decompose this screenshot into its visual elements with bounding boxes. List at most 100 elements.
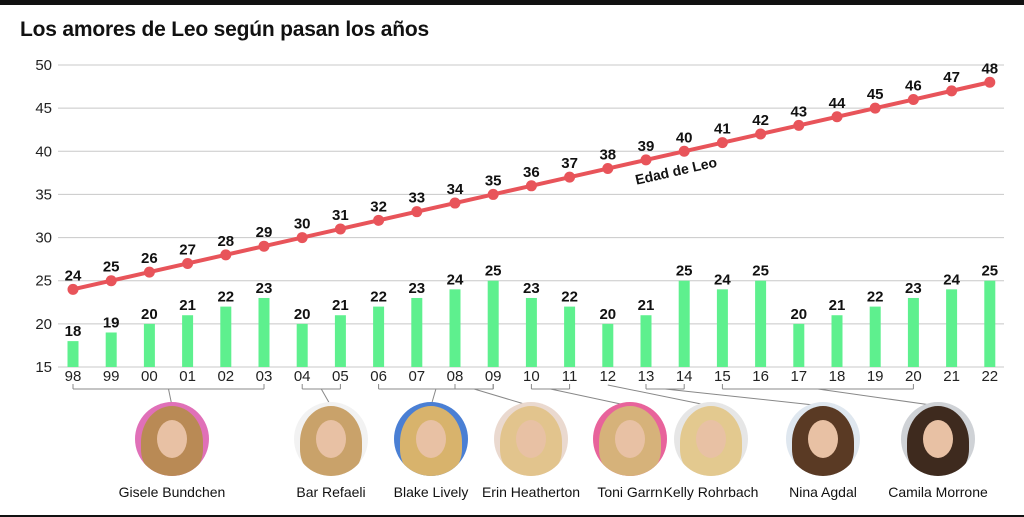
x-tick-label: 16 xyxy=(752,368,769,385)
bar xyxy=(105,332,117,367)
bar-value-label: 24 xyxy=(447,271,464,288)
y-tick-label: 35 xyxy=(35,186,52,203)
x-tick-label: 05 xyxy=(332,368,349,385)
line-point xyxy=(678,145,690,157)
line-value-label: 48 xyxy=(981,60,998,77)
line-value-label: 27 xyxy=(179,241,196,258)
line-point xyxy=(334,223,346,235)
bar xyxy=(296,323,308,367)
person-name: Blake Lively xyxy=(393,484,469,500)
line-point xyxy=(182,257,194,269)
x-tick-label: 06 xyxy=(370,368,387,385)
bar xyxy=(220,306,232,367)
bar xyxy=(411,297,423,367)
bar xyxy=(334,315,346,367)
person-card: Toni Garrn xyxy=(570,402,690,500)
bar-value-label: 21 xyxy=(638,297,655,314)
person-card: Kelly Rohrbach xyxy=(651,402,771,500)
avatar-face xyxy=(157,420,187,458)
bar-value-label: 22 xyxy=(370,289,387,306)
bar xyxy=(793,323,805,367)
person-name: Gisele Bundchen xyxy=(118,484,226,500)
bar-value-label: 22 xyxy=(867,289,884,306)
x-tick-label: 09 xyxy=(485,368,502,385)
line-point xyxy=(411,206,423,218)
line-point xyxy=(716,137,728,149)
line-point xyxy=(67,283,79,295)
avatar-face xyxy=(416,420,446,458)
bar xyxy=(449,289,461,367)
bar-value-label: 24 xyxy=(943,271,960,288)
line-value-label: 37 xyxy=(561,155,578,172)
x-tick-label: 22 xyxy=(981,368,998,385)
line-point xyxy=(143,266,155,278)
bar xyxy=(716,289,728,367)
line-point xyxy=(793,119,805,131)
person-card: Bar Refaeli xyxy=(271,402,391,500)
person-card: Blake Lively xyxy=(371,402,491,500)
line-value-label: 34 xyxy=(447,181,464,198)
bar xyxy=(984,280,996,367)
avatar xyxy=(593,402,667,476)
bar xyxy=(907,297,919,367)
bar xyxy=(487,280,499,367)
line-value-label: 32 xyxy=(370,198,387,215)
line-value-label: 47 xyxy=(943,69,960,86)
line-value-label: 36 xyxy=(523,164,540,181)
line-point xyxy=(525,180,537,192)
line-value-label: 30 xyxy=(294,216,311,233)
line-point xyxy=(105,275,117,287)
x-tick-label: 13 xyxy=(638,368,655,385)
line-point xyxy=(449,197,461,209)
line-value-label: 35 xyxy=(485,172,502,189)
line-point xyxy=(907,94,919,106)
y-tick-label: 30 xyxy=(35,230,52,247)
x-tick-label: 10 xyxy=(523,368,540,385)
line-point xyxy=(869,102,881,114)
x-tick-label: 08 xyxy=(447,368,464,385)
x-tick-label: 02 xyxy=(217,368,234,385)
person-name: Nina Agdal xyxy=(789,484,857,500)
bar xyxy=(869,306,881,367)
avatar xyxy=(494,402,568,476)
line-value-label: 31 xyxy=(332,207,349,224)
bar-value-label: 20 xyxy=(141,306,158,323)
line-point xyxy=(602,163,614,175)
bar-value-label: 23 xyxy=(256,280,273,297)
bottom-rule xyxy=(0,515,1024,517)
line-value-label: 45 xyxy=(867,86,884,103)
bar xyxy=(755,280,767,367)
bar xyxy=(831,315,843,367)
line-value-label: 38 xyxy=(599,147,616,164)
avatar xyxy=(674,402,748,476)
line-value-label: 41 xyxy=(714,121,731,138)
line-point xyxy=(258,240,270,252)
x-tick-label: 11 xyxy=(562,368,578,385)
person-name: Erin Heatherton xyxy=(481,484,581,500)
bar-value-label: 25 xyxy=(485,263,502,280)
line-point xyxy=(831,111,843,123)
person-card: Nina Agdal xyxy=(763,402,883,500)
line-value-label: 33 xyxy=(408,190,425,207)
connector xyxy=(607,384,712,407)
bar xyxy=(258,297,270,367)
bar xyxy=(678,280,690,367)
avatar-face xyxy=(696,420,726,458)
bar-value-label: 23 xyxy=(523,280,540,297)
line-point xyxy=(946,85,958,97)
bar-value-label: 18 xyxy=(65,323,82,340)
bar xyxy=(525,297,537,367)
bar-value-label: 25 xyxy=(752,263,769,280)
avatar xyxy=(901,402,975,476)
avatar xyxy=(394,402,468,476)
avatar-face xyxy=(923,420,953,458)
bar xyxy=(564,306,576,367)
line-point xyxy=(296,232,308,244)
y-tick-label: 15 xyxy=(35,359,52,376)
bar xyxy=(946,289,958,367)
person-card: Gisele Bundchen xyxy=(112,402,232,500)
line-value-label: 44 xyxy=(829,95,846,112)
avatar-face xyxy=(316,420,346,458)
x-tick-label: 03 xyxy=(256,368,273,385)
